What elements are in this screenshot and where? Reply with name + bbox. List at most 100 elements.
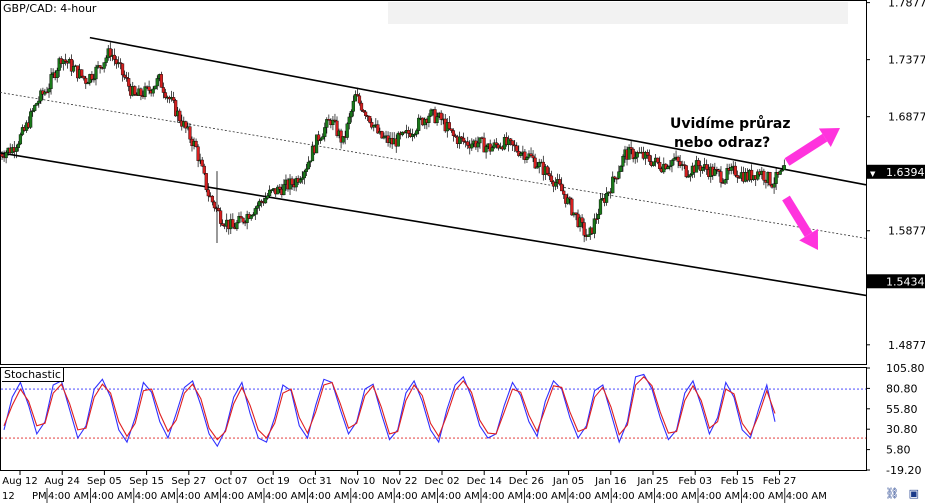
x-tick-label: Sep 15 — [129, 476, 164, 487]
candle-body — [713, 169, 717, 176]
candle-body — [645, 152, 650, 156]
candle-body — [114, 59, 119, 65]
candle-body — [188, 126, 192, 140]
x-tick-label: Aug 24 — [44, 476, 79, 487]
candle-body — [216, 207, 221, 211]
candle-body — [605, 193, 609, 203]
time-label: 4:00 AM — [656, 491, 697, 502]
breakout-arrow-up — [784, 128, 840, 166]
candle-body — [670, 160, 674, 167]
candle-body — [676, 156, 680, 162]
time-label: 4:00 AM — [135, 491, 176, 502]
channel-lower-line — [0, 152, 867, 297]
candle-body — [778, 170, 782, 175]
candle-body — [325, 119, 329, 128]
candle-body — [341, 136, 345, 143]
candle-body — [756, 171, 760, 180]
candle-body — [317, 134, 321, 141]
candle-body — [133, 86, 137, 95]
candle-body — [298, 179, 302, 183]
candle-body — [139, 88, 143, 96]
channel-upper-line — [89, 36, 867, 186]
candle-body — [308, 160, 313, 163]
candle-body — [314, 134, 319, 154]
candle-body — [492, 142, 496, 148]
candle-body — [476, 142, 480, 148]
candle-body — [14, 147, 18, 152]
candle-body — [535, 166, 539, 169]
candle-body — [453, 135, 458, 138]
annotation-text: Uvidíme průraz nebo odraz? — [670, 115, 790, 153]
candle-body — [259, 200, 264, 203]
candle-body — [633, 157, 637, 160]
candle-body — [668, 165, 672, 168]
candle-body — [462, 137, 466, 142]
candle-body — [57, 58, 61, 71]
candle-body — [410, 134, 415, 137]
candle-body — [494, 142, 498, 146]
candle-body — [112, 54, 116, 60]
link-icon[interactable]: ⛓ — [885, 487, 900, 500]
candle-body — [511, 140, 515, 146]
candle-body — [120, 63, 125, 76]
candle-body — [376, 124, 380, 134]
candle-body — [39, 90, 43, 102]
candle-body — [772, 183, 776, 188]
candle-body — [672, 158, 676, 161]
candle-body — [239, 216, 243, 219]
time-label: 4:00 AM — [308, 491, 349, 502]
candle-body — [688, 174, 692, 177]
time-label: 4:00 AM — [265, 491, 306, 502]
time-label: 4:00 AM — [395, 491, 436, 502]
candle-body — [553, 182, 558, 187]
candle-body — [382, 136, 386, 139]
indicator-label: Stochastic — [2, 368, 64, 382]
candle-body — [29, 111, 33, 128]
candle-body — [380, 131, 384, 139]
candle-body — [547, 173, 552, 177]
candle-body — [666, 166, 670, 170]
candle-body — [545, 166, 549, 174]
candle-body — [304, 168, 308, 172]
candle-body — [147, 86, 151, 91]
candle-body — [102, 62, 106, 69]
candle-body — [658, 162, 662, 170]
candle-body — [762, 170, 766, 181]
x-tick-label: Nov 10 — [340, 476, 375, 487]
candle-body — [174, 100, 178, 117]
lock-icon[interactable]: ▣ — [908, 487, 919, 500]
candle-body — [333, 119, 337, 122]
candle-body — [278, 186, 282, 190]
candle-body — [257, 200, 261, 207]
candle-body — [241, 217, 245, 223]
candle-body — [782, 165, 786, 171]
candle-body — [574, 212, 578, 215]
candle-body — [592, 218, 596, 234]
candle-body — [457, 136, 462, 144]
candle-body — [439, 112, 443, 120]
candle-body — [210, 195, 215, 203]
candle-body — [290, 178, 294, 185]
candle-body — [347, 116, 351, 125]
time-label: 4:00 AM — [91, 491, 132, 502]
candle-body — [586, 234, 590, 237]
y-tick-label: 1.4877 — [888, 339, 925, 352]
candle-body — [331, 119, 335, 126]
x-tick-label: Oct 31 — [299, 476, 332, 487]
candle-body — [351, 100, 355, 112]
time-label: 4:00 AM — [178, 491, 219, 502]
candle-body — [580, 217, 584, 223]
candle-body — [433, 109, 437, 124]
candle-body — [656, 157, 660, 163]
candle-body — [0, 153, 4, 157]
candle-body — [255, 205, 259, 209]
candle-body — [451, 130, 456, 136]
candle-body — [194, 140, 198, 147]
candle-body — [627, 147, 631, 160]
x-tick-label: Feb 27 — [763, 476, 797, 487]
candle-body — [125, 76, 129, 79]
candle-body — [143, 86, 147, 98]
candle-body — [705, 164, 709, 170]
candle-body — [122, 74, 127, 78]
